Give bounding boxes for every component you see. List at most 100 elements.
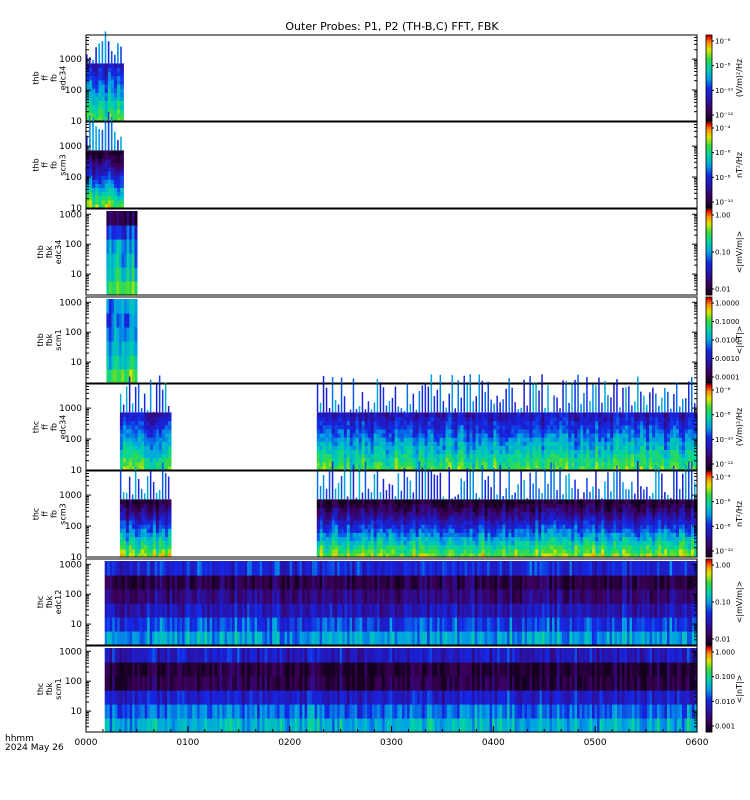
colorbar-step xyxy=(706,380,712,384)
spectrogram-cell xyxy=(694,457,698,463)
spectrogram-cell xyxy=(134,457,139,463)
spectrogram-cell xyxy=(98,75,103,81)
spectrogram-cell xyxy=(121,355,125,370)
spectrogram-cell xyxy=(358,544,363,550)
spectrogram-cell xyxy=(337,420,342,426)
spectrogram-cell xyxy=(373,453,378,459)
spectrogram-cell xyxy=(355,548,360,554)
spectrogram-cell xyxy=(316,412,321,418)
spectrogram-cell xyxy=(427,465,432,471)
spectrogram-cell xyxy=(457,433,462,438)
spectrogram-cell xyxy=(601,416,605,422)
spectrogram-cell xyxy=(613,536,617,542)
spectrogram-cell xyxy=(502,428,506,434)
spectrogram-cell xyxy=(331,552,336,558)
spectrogram-cell xyxy=(604,536,608,542)
spectrogram-cell xyxy=(508,457,512,463)
spectrogram-cell xyxy=(616,540,620,546)
spectrogram-cell xyxy=(574,441,578,446)
spectrogram-cell xyxy=(430,544,435,550)
spectrogram-cell xyxy=(568,511,572,517)
spectrogram-cell xyxy=(514,424,518,430)
spectrogram-cell xyxy=(126,299,130,314)
spectrogram-cell xyxy=(643,433,647,438)
spectrogram-cell xyxy=(439,441,444,446)
spectrogram-cell xyxy=(161,540,166,546)
spectrogram-cell xyxy=(598,507,602,513)
spectrogram-cell xyxy=(598,441,602,446)
spectrogram-cell xyxy=(316,433,321,438)
spectrogram-cell xyxy=(571,540,575,546)
spectrogram-cell xyxy=(487,457,492,463)
spectrogram-cell xyxy=(625,428,629,434)
spectrogram-cell xyxy=(322,520,327,525)
spectrogram-cell xyxy=(122,536,127,542)
spectrogram-cell xyxy=(607,511,611,517)
spectrogram-cell xyxy=(122,437,127,442)
spectrogram-cell xyxy=(134,369,138,384)
spectrogram-cell xyxy=(397,461,402,467)
spectrogram-cell xyxy=(403,445,408,450)
spectrogram-cell xyxy=(400,441,405,446)
spectrogram-cell xyxy=(334,511,339,517)
spectrogram-cell xyxy=(92,67,96,73)
spectrogram-cell xyxy=(412,503,417,509)
spectrogram-cell xyxy=(430,424,435,430)
spectrogram-cell xyxy=(116,313,120,328)
spectrogram-cell xyxy=(143,465,148,471)
spectrogram-cell xyxy=(421,424,426,430)
spectrogram-spike xyxy=(409,480,412,500)
spectrogram-cell xyxy=(164,465,169,471)
spectrogram-cell xyxy=(418,453,423,459)
spectrogram-cell xyxy=(691,465,695,471)
spectrogram-cell xyxy=(128,416,133,422)
spectrogram-cell xyxy=(448,532,453,537)
spectrogram-cell xyxy=(475,420,480,426)
spectrogram-cell xyxy=(490,548,494,554)
spectrogram-cell xyxy=(421,465,426,471)
spectrogram-cell xyxy=(544,437,548,442)
spectrogram-cell xyxy=(445,552,450,558)
spectrogram-cell xyxy=(547,507,551,513)
spectrogram-cell xyxy=(646,437,650,442)
spectrogram-cell xyxy=(589,428,593,434)
spectrogram-cell xyxy=(131,544,136,550)
spectrogram-cell xyxy=(499,532,503,537)
spectrogram-cell xyxy=(143,428,148,434)
spectrogram-cell xyxy=(95,203,99,209)
spectrogram-cell xyxy=(592,540,596,546)
spectrogram-cell xyxy=(433,449,438,455)
spectrogram-cell xyxy=(541,540,545,546)
spectrogram-cell xyxy=(382,412,387,418)
spectrogram-cell xyxy=(92,88,96,93)
spectrogram-cell xyxy=(532,416,536,422)
spectrogram-cell xyxy=(382,461,387,467)
spectrogram-cell xyxy=(325,420,330,426)
spectrogram-cell xyxy=(499,433,503,438)
spectrogram-cell xyxy=(472,536,477,542)
spectrogram-cell xyxy=(613,552,617,558)
spectrogram-cell xyxy=(126,253,130,268)
spectrogram-cell xyxy=(463,548,468,554)
spectrogram-cell xyxy=(667,420,671,426)
colorbar-step xyxy=(706,128,712,132)
spectrogram-cell xyxy=(328,449,333,455)
spectrogram-cell xyxy=(155,544,160,550)
spectrogram-cell xyxy=(424,412,429,418)
spectrogram-cell xyxy=(502,544,506,550)
spectrogram-spike xyxy=(322,475,325,500)
spectrogram-cell xyxy=(691,457,695,463)
spectrogram-cell xyxy=(367,507,372,513)
spectrogram-spike xyxy=(119,393,122,413)
spectrogram-cell xyxy=(114,191,118,197)
spectrogram-cell xyxy=(400,424,405,430)
spectrogram-cell xyxy=(155,433,160,438)
spectrogram-cell xyxy=(158,536,163,542)
spectrogram-cell xyxy=(167,453,172,459)
spectrogram-cell xyxy=(592,524,596,529)
spectrogram-cell xyxy=(427,548,432,554)
spectrogram-cell xyxy=(403,420,408,426)
spectrogram-cell xyxy=(598,528,602,533)
spectrogram-cell xyxy=(114,63,118,69)
